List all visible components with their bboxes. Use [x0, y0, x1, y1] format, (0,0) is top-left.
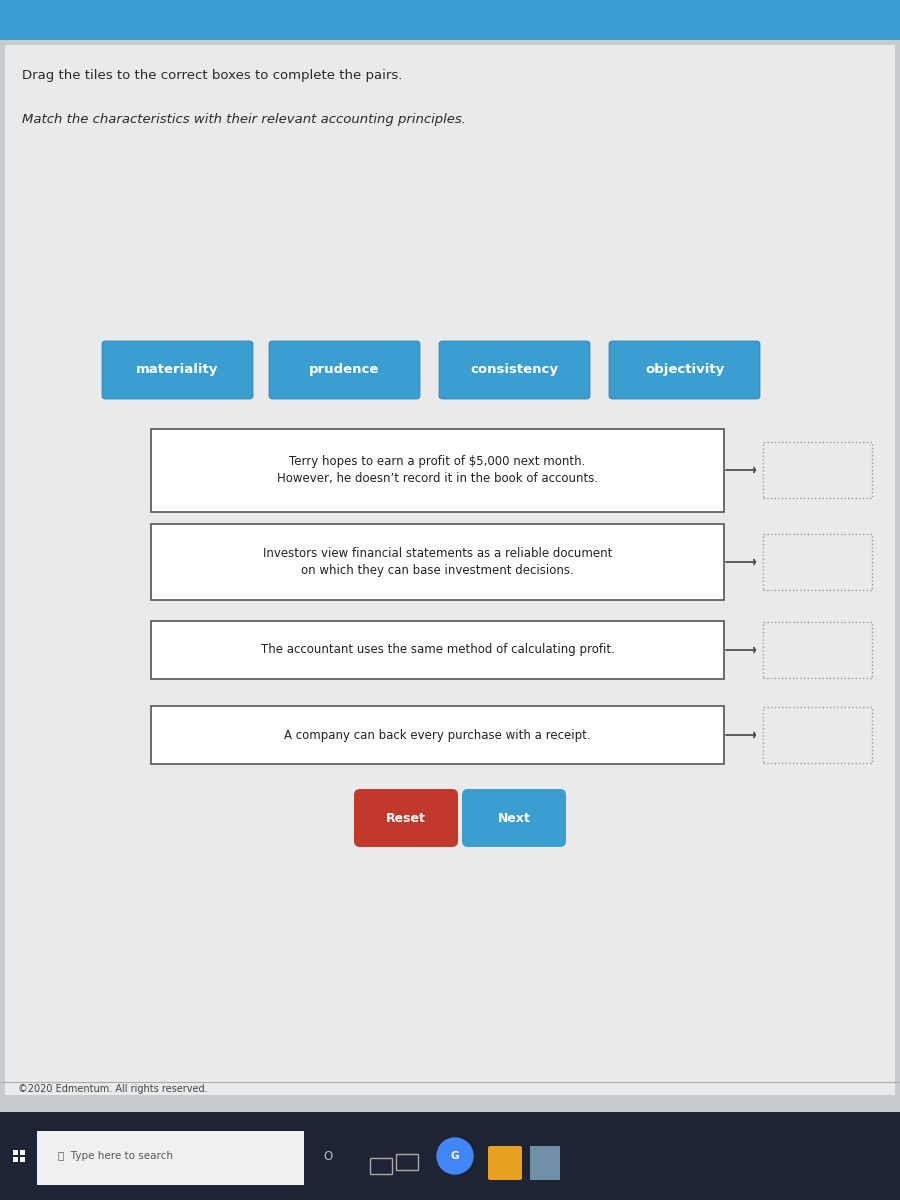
FancyBboxPatch shape	[20, 1150, 24, 1154]
Text: prudence: prudence	[310, 364, 380, 377]
FancyBboxPatch shape	[609, 341, 760, 398]
Text: Terry hopes to earn a profit of $5,000 next month.
However, he doesn’t record it: Terry hopes to earn a profit of $5,000 n…	[277, 455, 598, 485]
Text: ©2020 Edmentum. All rights reserved.: ©2020 Edmentum. All rights reserved.	[18, 1084, 208, 1094]
FancyBboxPatch shape	[0, 0, 900, 40]
FancyBboxPatch shape	[13, 1150, 17, 1154]
FancyBboxPatch shape	[763, 534, 872, 590]
Text: The accountant uses the same method of calculating profit.: The accountant uses the same method of c…	[261, 643, 615, 656]
Text: O: O	[323, 1150, 333, 1163]
Text: objectivity: objectivity	[645, 364, 724, 377]
Text: materiality: materiality	[136, 364, 219, 377]
FancyBboxPatch shape	[102, 341, 253, 398]
FancyBboxPatch shape	[151, 524, 724, 600]
FancyBboxPatch shape	[439, 341, 590, 398]
Text: Drag the tiles to the correct boxes to complete the pairs.: Drag the tiles to the correct boxes to c…	[22, 68, 402, 82]
FancyBboxPatch shape	[269, 341, 420, 398]
FancyBboxPatch shape	[13, 1157, 17, 1162]
Text: Match the characteristics with their relevant accounting principles.: Match the characteristics with their rel…	[22, 114, 466, 126]
FancyBboxPatch shape	[763, 707, 872, 763]
FancyBboxPatch shape	[488, 1146, 522, 1180]
Text: G: G	[451, 1151, 459, 1162]
FancyBboxPatch shape	[5, 44, 895, 1094]
FancyBboxPatch shape	[530, 1146, 560, 1180]
FancyBboxPatch shape	[354, 790, 458, 847]
FancyBboxPatch shape	[763, 622, 872, 678]
FancyBboxPatch shape	[0, 1112, 900, 1200]
FancyBboxPatch shape	[20, 1157, 24, 1162]
Text: A company can back every purchase with a receipt.: A company can back every purchase with a…	[284, 728, 590, 742]
FancyBboxPatch shape	[763, 442, 872, 498]
FancyBboxPatch shape	[151, 622, 724, 679]
FancyBboxPatch shape	[151, 706, 724, 764]
Text: Reset: Reset	[386, 811, 426, 824]
FancyBboxPatch shape	[151, 428, 724, 511]
Text: Investors view financial statements as a reliable document
on which they can bas: Investors view financial statements as a…	[263, 547, 612, 577]
FancyBboxPatch shape	[462, 790, 566, 847]
Text: ⌕  Type here to search: ⌕ Type here to search	[58, 1151, 173, 1162]
Circle shape	[437, 1138, 473, 1174]
Text: consistency: consistency	[471, 364, 559, 377]
Text: Next: Next	[498, 811, 530, 824]
FancyBboxPatch shape	[37, 1130, 304, 1186]
